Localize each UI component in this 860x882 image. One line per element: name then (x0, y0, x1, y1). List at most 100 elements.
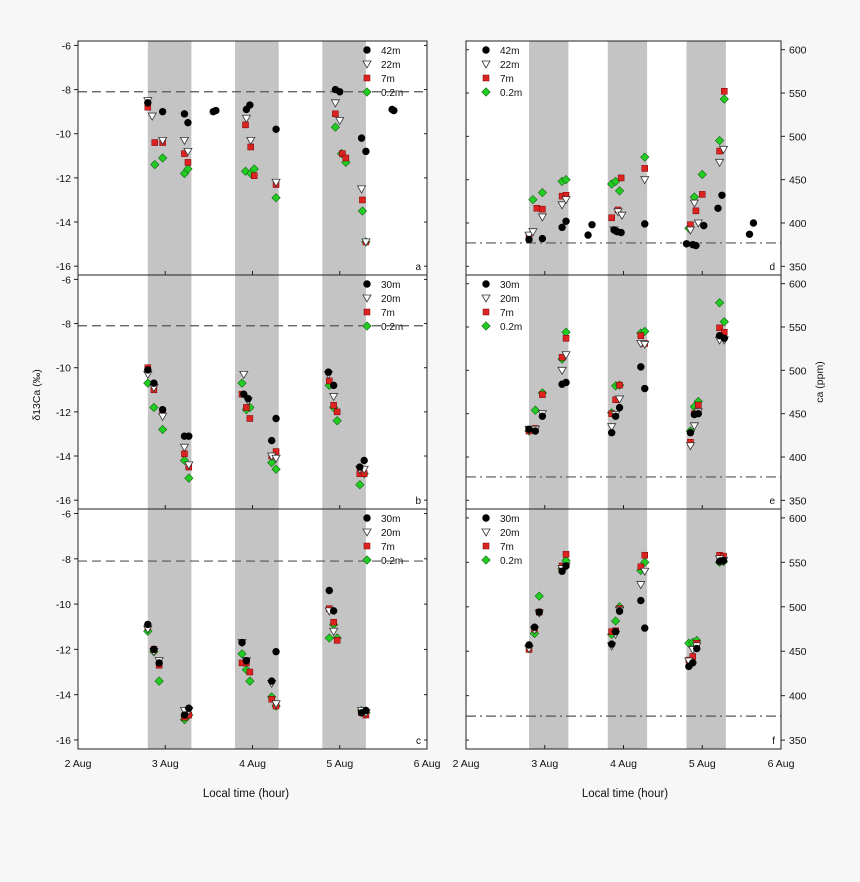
data-point (617, 211, 627, 221)
data-point (326, 377, 333, 385)
data-point (149, 402, 159, 413)
y-tick-label: 600 (789, 279, 807, 291)
legend-label: 0.2m (500, 322, 522, 333)
data-point (267, 458, 277, 468)
data-point (693, 644, 701, 653)
data-point (184, 159, 192, 166)
data-point (330, 99, 341, 108)
night-band (607, 41, 648, 275)
data-point (640, 557, 650, 567)
data-point (144, 620, 152, 629)
data-point (271, 464, 281, 474)
data-point (332, 110, 339, 118)
data-point (562, 217, 570, 225)
data-point (561, 175, 571, 185)
data-point (611, 616, 621, 626)
data-point (158, 424, 168, 435)
data-point (685, 442, 696, 451)
legend-marker (482, 280, 490, 288)
data-point (719, 94, 729, 104)
data-point (329, 381, 338, 390)
data-point (640, 326, 650, 336)
y-tick-label: -12 (56, 173, 71, 185)
y-tick-label: -6 (62, 40, 71, 52)
data-point (557, 201, 567, 210)
data-point (539, 205, 546, 213)
x-tick-label: 5 Aug (689, 758, 716, 770)
x-tick-label: 6 Aug (414, 758, 441, 770)
data-point (241, 665, 252, 675)
x-tick-label: 4 Aug (610, 758, 637, 770)
data-point (558, 567, 566, 575)
x-tick-label: 3 Aug (152, 758, 179, 770)
y-tick-label: 400 (789, 452, 807, 464)
data-point (246, 415, 254, 422)
data-point (714, 136, 725, 146)
y-tick-label: 500 (789, 365, 807, 377)
legend-marker (362, 294, 372, 303)
data-point (749, 219, 758, 227)
data-point (525, 235, 533, 244)
data-point (185, 704, 193, 712)
legend-marker (363, 514, 371, 522)
legend-label: 22m (500, 60, 519, 71)
legend-label: 20m (381, 294, 400, 305)
night-band (235, 509, 279, 749)
data-point (539, 391, 546, 398)
data-point (714, 298, 725, 308)
data-point (332, 416, 342, 426)
data-point (268, 695, 275, 703)
data-point (243, 404, 250, 411)
panel-label: b (415, 496, 421, 507)
data-point (562, 551, 570, 558)
data-point (640, 340, 650, 350)
data-point (682, 240, 691, 248)
data-point (238, 638, 246, 647)
data-point (150, 159, 160, 170)
y-tick-label: -14 (56, 451, 71, 463)
data-point (558, 223, 566, 232)
data-point (325, 586, 333, 595)
data-point (524, 231, 534, 240)
data-point (640, 567, 650, 577)
y-tick-label: 400 (789, 691, 807, 703)
y-tick-label: -10 (56, 599, 71, 611)
data-point (390, 106, 398, 115)
y-tick-label: -8 (62, 554, 71, 566)
panel-f: 350 400 450 500 550 600 2 Aug 3 Aug 4 Aug 5 Aug 6 … (453, 508, 807, 770)
data-point (183, 164, 193, 174)
legend-marker (363, 542, 371, 550)
x-axis-title-left: Local time (hour) (203, 788, 289, 800)
night-band (529, 41, 569, 275)
data-point (611, 627, 620, 636)
legend-marker (363, 308, 371, 316)
data-point (528, 194, 538, 205)
data-point (179, 136, 190, 146)
legend-label: 7m (381, 308, 395, 319)
data-point (641, 384, 649, 393)
legend-marker (481, 87, 491, 97)
data-point (530, 405, 540, 415)
legend-label: 7m (381, 542, 395, 553)
data-point (271, 454, 281, 464)
data-point (561, 351, 571, 360)
data-point (241, 114, 252, 124)
data-point (356, 185, 367, 194)
data-point (184, 473, 194, 483)
night-band (529, 275, 569, 509)
y-tick-label: 600 (789, 513, 807, 525)
data-point (362, 147, 370, 156)
legend-marker (362, 87, 372, 97)
data-point (184, 118, 192, 127)
data-point (271, 193, 281, 203)
data-point (617, 174, 625, 182)
data-point (242, 656, 251, 665)
data-point (538, 412, 547, 420)
legend-label: 0.2m (500, 88, 522, 99)
panel-d: 350 400 450 500 550 600 d 42m 22m 7m 0.2m (465, 40, 807, 276)
y-tick-label: 550 (789, 322, 807, 334)
data-point (179, 443, 190, 452)
data-point (271, 178, 281, 188)
legend-marker (482, 514, 490, 522)
